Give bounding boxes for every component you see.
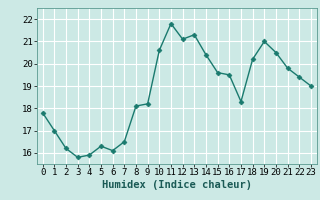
X-axis label: Humidex (Indice chaleur): Humidex (Indice chaleur) — [102, 180, 252, 190]
